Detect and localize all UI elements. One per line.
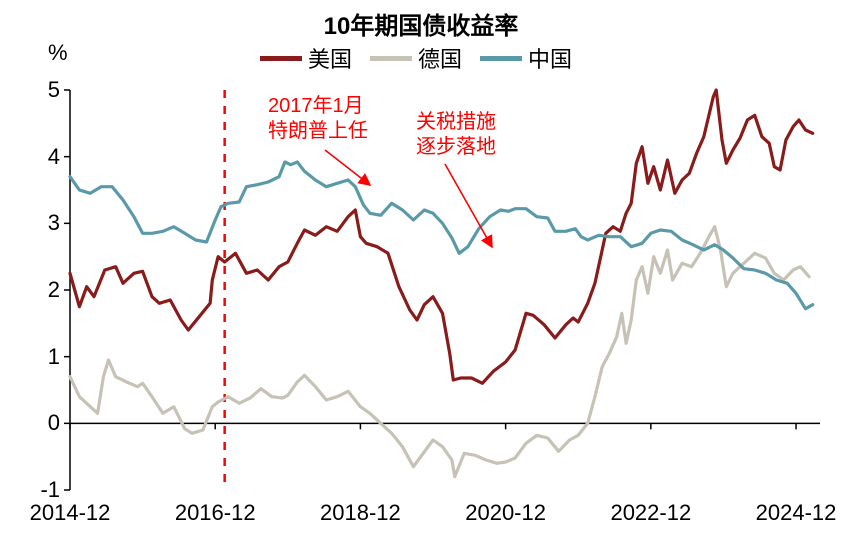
x-tick-label: 2018-12 (310, 500, 410, 526)
y-tick-label: 4 (48, 144, 60, 170)
y-tick-label: 2 (48, 277, 60, 303)
y-tick-label: 1 (48, 344, 60, 370)
chart-container: 10年期国债收益率 美国 德国 中国 % -1012345 2014-12201… (0, 0, 842, 546)
y-tick-label: 3 (48, 210, 60, 236)
x-tick-label: 2014-12 (20, 500, 120, 526)
annotation-trump: 2017年1月特朗普上任 (268, 94, 368, 144)
annotation-tariff: 关税措施逐步落地 (416, 110, 496, 160)
x-tick-label: 2024-12 (746, 500, 842, 526)
x-tick-label: 2020-12 (456, 500, 556, 526)
plot-area (0, 0, 842, 546)
x-tick-label: 2016-12 (165, 500, 265, 526)
y-tick-label: 0 (48, 410, 60, 436)
x-tick-label: 2022-12 (601, 500, 701, 526)
y-tick-label: 5 (48, 77, 60, 103)
